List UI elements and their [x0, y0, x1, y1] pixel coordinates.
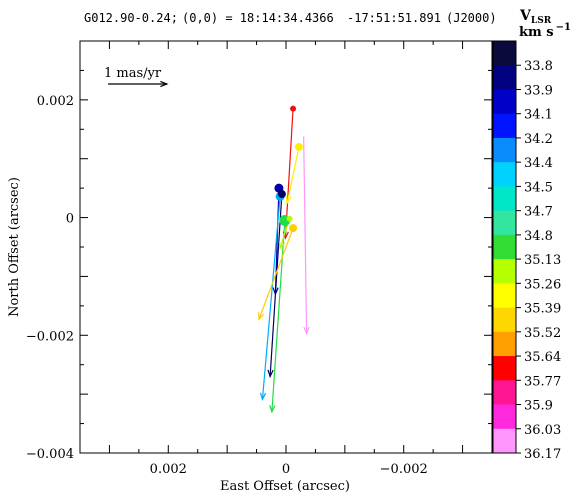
- colorbar: 33.8 33.9 34.1 34.2 34.4 34.5 34.7 34.8 35.13 35.…: [492, 40, 561, 462]
- colorbar-swatch: [493, 283, 516, 308]
- colorbar-label: 34.8: [524, 229, 553, 244]
- motion-vectors: [258, 108, 310, 414]
- motion-vector: [269, 220, 286, 414]
- motion-vector: [258, 227, 294, 321]
- x-tick-labels: 0.002 0 −0.002: [150, 462, 428, 477]
- vector-head: [285, 195, 292, 205]
- y-tick-label: 0.002: [37, 94, 74, 109]
- colorbar-swatch: [493, 65, 516, 90]
- maser-spot: [294, 142, 303, 151]
- scale-bar-label: 1 mas/yr: [104, 66, 162, 81]
- vector-shaft: [271, 220, 286, 412]
- vector-head: [279, 241, 286, 250]
- colorbar-swatch: [493, 41, 516, 66]
- colorbar-swatch: [493, 234, 516, 260]
- colorbar-label: 33.8: [524, 59, 553, 74]
- header-source: G012.90-0.24;: [84, 11, 178, 25]
- maser-spot: [277, 190, 286, 199]
- colorbar-label: 34.7: [524, 205, 553, 220]
- x-tick-label: −0.002: [380, 462, 428, 477]
- motion-vector: [285, 146, 300, 205]
- colorbar-swatch: [493, 186, 516, 211]
- header-dec: -17:51:51.891: [347, 11, 441, 25]
- maser-spot: [289, 224, 298, 233]
- vector-shaft: [286, 146, 300, 203]
- header-frame: (J2000): [446, 11, 497, 25]
- colorbar-swatch: [493, 307, 516, 333]
- maser-spots: [274, 105, 303, 233]
- colorbar-label: 35.9: [524, 399, 553, 414]
- colorbar-label: 35.64: [524, 350, 561, 365]
- colorbar-frame: [492, 40, 517, 454]
- colorbar-swatch: [493, 113, 516, 139]
- vector-shaft: [258, 227, 294, 320]
- y-tick-label: 0: [66, 212, 74, 227]
- vector-head: [258, 312, 265, 321]
- colorbar-unit: km s −1: [519, 22, 570, 40]
- x-axis-label: East Offset (arcsec): [220, 479, 350, 494]
- vector-head: [303, 326, 310, 336]
- motion-vector: [303, 136, 310, 336]
- colorbar-label: 35.52: [524, 326, 561, 341]
- colorbar-label: 35.77: [524, 374, 561, 389]
- colorbar-label: 35.13: [524, 253, 561, 268]
- colorbar-swatch: [493, 210, 516, 236]
- axis-ticks: [79, 40, 492, 454]
- header-origin: (0,0) = 18:14:34.4366: [182, 11, 334, 25]
- y-tick-label: −0.004: [26, 447, 74, 462]
- colorbar-label: 36.17: [524, 447, 561, 462]
- colorbar-label: 36.03: [524, 423, 561, 438]
- vector-shaft: [261, 196, 281, 400]
- scale-arrow: [108, 80, 169, 88]
- colorbar-label: 34.1: [524, 108, 553, 123]
- vector-shaft: [269, 193, 283, 377]
- vector-head: [267, 369, 274, 379]
- vector-shaft: [303, 136, 308, 334]
- colorbar-label: 35.26: [524, 277, 561, 292]
- colorbar-swatch: [493, 404, 516, 430]
- scale-bar-arrow: [108, 80, 169, 88]
- colorbar-title: VLSR: [519, 8, 552, 26]
- colorbar-swatch: [493, 89, 516, 115]
- colorbar-swatch: [493, 331, 516, 357]
- colorbar-swatch: [493, 259, 516, 284]
- colorbar-swatch: [493, 137, 516, 163]
- x-tick-label: 0: [282, 462, 290, 477]
- vector-head: [160, 80, 169, 88]
- colorbar-label: 35.39: [524, 302, 561, 317]
- y-tick-label: −0.002: [26, 329, 74, 344]
- y-tick-labels: 0.002 0 −0.002 −0.004: [26, 94, 74, 462]
- maser-spot: [290, 105, 297, 112]
- colorbar-swatch: [493, 162, 516, 187]
- colorbar-swatch: [493, 380, 516, 405]
- colorbar-swatch: [493, 356, 516, 381]
- colorbar-label: 33.9: [524, 83, 553, 98]
- motion-vector: [259, 196, 281, 402]
- colorbar-swatch: [493, 428, 516, 454]
- colorbar-label: 34.4: [524, 156, 553, 171]
- maser-spot: [286, 215, 293, 222]
- colorbar-label: 34.2: [524, 132, 553, 147]
- motion-vector: [267, 193, 283, 379]
- vector-head: [269, 404, 276, 414]
- y-axis-label: North Offset (arcsec): [7, 177, 22, 317]
- x-tick-label: 0.002: [150, 462, 187, 477]
- colorbar-label: 34.5: [524, 180, 553, 195]
- vector-head: [259, 392, 267, 402]
